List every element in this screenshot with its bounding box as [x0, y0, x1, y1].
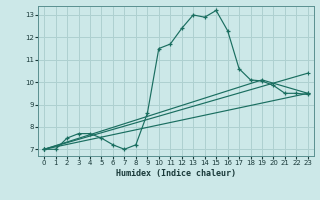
X-axis label: Humidex (Indice chaleur): Humidex (Indice chaleur) [116, 169, 236, 178]
